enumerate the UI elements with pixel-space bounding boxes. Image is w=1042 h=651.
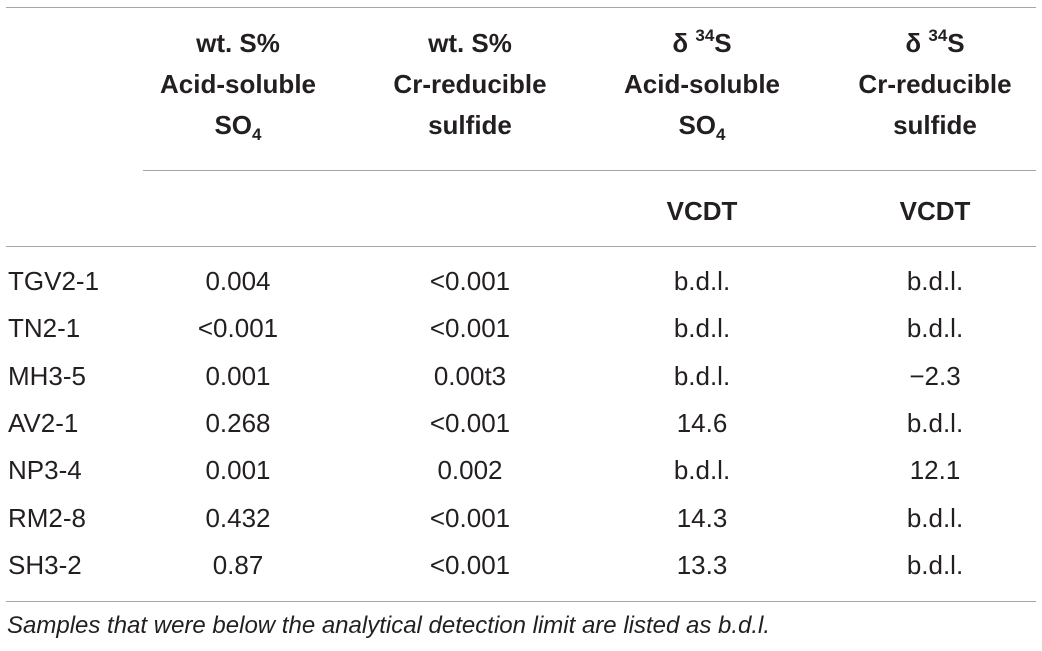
wt-s-sulfide-value: 0.00t3 [433,361,507,391]
element-symbol: S [947,28,965,58]
delta-symbol: δ [672,28,696,58]
element-symbol: S [714,28,732,58]
header-line-3: SO4 [592,105,812,146]
wt-s-so4-value: 0.001 [205,361,271,391]
table-top-rule [6,7,1036,8]
wt-s-sulfide-value: <0.001 [429,266,511,296]
d34s-sulfide-value: b.d.l. [906,550,964,580]
wt-s-so4-value: 0.87 [212,550,264,580]
d34s-so4-value: b.d.l. [673,361,731,391]
header-formula-main: SO [214,110,253,140]
sample-id: AV2-1 [8,408,79,438]
table-row: SH3-2 0.87 <0.001 13.3 b.d.l. [0,542,1042,589]
isotope-superscript: 34 [695,26,715,45]
wt-s-sulfide-value: 0.002 [437,455,503,485]
sample-id: SH3-2 [8,550,82,580]
wt-s-so4-value: 0.001 [205,455,271,485]
d34s-so4-value: 14.3 [676,503,728,533]
header-formula-subscript: 4 [716,125,726,144]
column-header-wt-s-cr-reducible-sulfide: wt. S% Cr-reducible sulfide [360,23,580,146]
header-line-2: Acid-soluble [623,69,780,99]
column-header-d34s-cr-reducible-sulfide: δ 34S Cr-reducible sulfide [825,23,1042,146]
header-formula-main: SO [678,110,717,140]
d34s-so4-value: b.d.l. [673,455,731,485]
header-line-1: wt. S% [196,28,280,58]
table-row: AV2-1 0.268 <0.001 14.6 b.d.l. [0,400,1042,447]
wt-s-sulfide-value: <0.001 [429,313,511,343]
header-bottom-rule [6,246,1036,247]
unit-label-vcdt-sulfide: VCDT [899,196,971,226]
header-formula-subscript: 4 [252,125,262,144]
sample-id: TN2-1 [8,313,81,343]
d34s-so4-value: b.d.l. [673,313,731,343]
wt-s-sulfide-value: <0.001 [429,550,511,580]
header-line-1: wt. S% [428,28,512,58]
sample-id: MH3-5 [8,361,87,391]
table-row: NP3-4 0.001 0.002 b.d.l. 12.1 [0,447,1042,494]
wt-s-sulfide-value: <0.001 [429,408,511,438]
header-line-2: Acid-soluble [159,69,316,99]
d34s-so4-value: 13.3 [676,550,728,580]
header-line-3: SO4 [128,105,348,146]
d34s-sulfide-value: b.d.l. [906,266,964,296]
wt-s-sulfide-value: <0.001 [429,503,511,533]
wt-s-so4-value: <0.001 [197,313,279,343]
header-line-1: δ 34S [592,23,812,64]
wt-s-so4-value: 0.004 [205,266,271,296]
d34s-sulfide-value: b.d.l. [906,408,964,438]
table-footnote: Samples that were below the analytical d… [7,612,771,639]
d34s-so4-value: b.d.l. [673,266,731,296]
d34s-so4-value: 14.6 [676,408,728,438]
d34s-sulfide-value: −2.3 [909,361,961,391]
column-header-wt-s-acid-soluble-so4: wt. S% Acid-soluble SO4 [128,23,348,146]
table-row: RM2-8 0.432 <0.001 14.3 b.d.l. [0,495,1042,542]
d34s-sulfide-value: b.d.l. [906,503,964,533]
unit-label-vcdt-so4: VCDT [666,196,738,226]
header-sub-rule [143,170,1036,171]
header-line-2: Cr-reducible [858,69,1012,99]
column-header-d34s-acid-soluble-so4: δ 34S Acid-soluble SO4 [592,23,812,146]
wt-s-so4-value: 0.268 [205,408,271,438]
sample-id: TGV2-1 [8,266,100,296]
sample-id: RM2-8 [8,503,87,533]
wt-s-so4-value: 0.432 [205,503,271,533]
header-line-3: sulfide [893,110,977,140]
delta-symbol: δ [905,28,929,58]
isotope-superscript: 34 [928,26,948,45]
sample-id: NP3-4 [8,455,82,485]
d34s-sulfide-value: 12.1 [909,455,961,485]
header-line-3: sulfide [428,110,512,140]
table-row: TN2-1 <0.001 <0.001 b.d.l. b.d.l. [0,305,1042,352]
table-bottom-rule [6,601,1036,602]
d34s-sulfide-value: b.d.l. [906,313,964,343]
header-line-1: δ 34S [825,23,1042,64]
header-line-2: Cr-reducible [393,69,547,99]
table-row: TGV2-1 0.004 <0.001 b.d.l. b.d.l. [0,258,1042,305]
table-row: MH3-5 0.001 0.00t3 b.d.l. −2.3 [0,353,1042,400]
